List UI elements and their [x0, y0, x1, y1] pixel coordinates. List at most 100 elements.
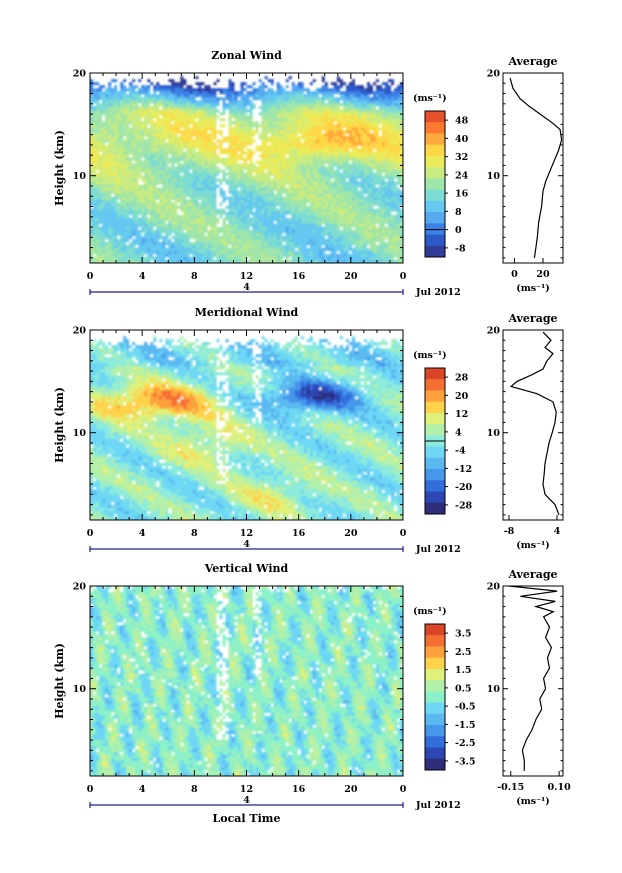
y-tick-label: 20	[73, 326, 87, 337]
average-profile: Average 10 20 -0.15 0.10 (ms⁻¹)	[487, 568, 571, 807]
colorbar-segment	[425, 502, 445, 515]
x-tick-label: 8	[191, 271, 198, 282]
x-tick-label: 12	[240, 271, 253, 282]
colorbar-tick-label: -4	[455, 446, 466, 457]
average-unit-label: (ms⁻¹)	[516, 796, 550, 807]
colorbar-tick-label: -12	[455, 464, 472, 475]
panel-3: Vertical Wind 0 4 8 12 16 20 0 10 20 Height (km) 4 J…	[53, 562, 571, 811]
average-y-tick-label: 20	[487, 582, 501, 593]
colorbar-segment	[425, 457, 445, 470]
colorbar-tick-label: 48	[455, 116, 469, 127]
colorbar-segment	[425, 401, 445, 414]
colorbar-tick-label: 1.5	[455, 665, 472, 676]
colorbar-segment	[425, 635, 445, 647]
colorbar-segment	[425, 155, 445, 168]
day-label: 4	[243, 282, 250, 293]
average-unit-label: (ms⁻¹)	[516, 540, 550, 551]
colorbar-tick-label: 4	[455, 427, 462, 438]
colorbar-segment	[425, 646, 445, 659]
colorbar-frame	[424, 623, 446, 771]
colorbar-tick-label: -8	[455, 243, 466, 254]
colorbar-segment	[425, 713, 445, 726]
average-y-tick-label: 20	[487, 326, 501, 337]
average-x-tick-label: -8	[504, 526, 515, 537]
colorbar-segment	[425, 691, 445, 704]
colorbar-tick-label: -20	[455, 482, 473, 493]
average-frame	[502, 72, 564, 264]
date-label: Jul 2012	[415, 544, 461, 555]
colorbar-segment	[425, 624, 445, 636]
colorbar-segment	[425, 668, 445, 681]
colorbar-tick-label: -3.5	[455, 756, 475, 767]
average-x-tick-label: -0.15	[497, 782, 524, 793]
colorbar-tick-label: 20	[455, 391, 469, 402]
colorbar-segment	[425, 491, 445, 504]
date-label: Jul 2012	[415, 800, 461, 811]
average-title: Average	[507, 55, 557, 68]
average-y-tick-label: 20	[487, 69, 501, 80]
colorbar-segment	[425, 144, 445, 157]
date-label: Jul 2012	[415, 287, 461, 298]
y-axis-label: Height (km)	[53, 643, 66, 719]
y-axis-label: Height (km)	[53, 130, 66, 206]
x-tick-label: 16	[292, 271, 306, 282]
y-tick-label: 20	[73, 69, 87, 80]
colorbar-segment	[425, 424, 445, 436]
panel-title: Meridional Wind	[195, 306, 299, 319]
colorbar-tick-label: 8	[455, 207, 462, 218]
colorbar-segment	[425, 167, 445, 179]
colorbar-segment	[425, 736, 445, 749]
colorbar-tick-label: 24	[455, 170, 469, 181]
colorbar-segment	[425, 747, 445, 760]
average-y-tick-label: 10	[487, 171, 501, 182]
x-axis-label: Local Time	[213, 812, 281, 825]
colorbar-segment	[425, 111, 445, 123]
x-tick-label: 16	[292, 784, 306, 795]
y-tick-label: 20	[73, 582, 87, 593]
colorbar-segment	[425, 390, 445, 403]
colorbar-segment	[425, 758, 445, 771]
y-tick-label: 10	[73, 428, 87, 439]
colorbar-tick-label: -0.5	[455, 702, 475, 713]
heatmap-field	[90, 73, 403, 263]
colorbar-segment	[425, 200, 445, 213]
x-tick-label: 0	[400, 528, 407, 539]
colorbar-segment	[425, 469, 445, 481]
average-profile: Average 10 20 0 20 (ms⁻¹)	[487, 55, 564, 294]
average-profile-line	[508, 585, 558, 771]
average-profile-line	[509, 331, 560, 516]
average-unit-label: (ms⁻¹)	[516, 283, 550, 294]
average-x-tick-label: 0	[511, 269, 518, 280]
colorbar-segment	[425, 122, 445, 134]
day-label: 4	[243, 539, 250, 550]
colorbar-unit: (ms⁻¹)	[413, 93, 447, 104]
x-tick-label: 20	[344, 784, 358, 795]
y-axis-label: Height (km)	[53, 387, 66, 463]
colorbar-tick-label: 16	[455, 189, 469, 200]
average-title: Average	[507, 312, 557, 325]
day-label: 4	[243, 795, 250, 806]
average-frame	[502, 585, 564, 777]
colorbar-segment	[425, 480, 445, 493]
average-profile: Average 10 20 -8 4 (ms⁻¹)	[487, 312, 564, 551]
y-tick-label: 10	[73, 171, 87, 182]
heatmap-field	[90, 330, 403, 520]
colorbar-tick-label: 0	[455, 225, 462, 236]
colorbar-unit: (ms⁻¹)	[413, 606, 447, 617]
colorbar-segment	[425, 189, 445, 202]
x-tick-label: 0	[87, 271, 94, 282]
colorbar-tick-label: 40	[455, 134, 469, 145]
average-x-tick-label: 4	[554, 526, 561, 537]
y-tick-label: 10	[73, 684, 87, 695]
average-x-tick-label: 0.10	[548, 782, 572, 793]
colorbar-tick-label: 2.5	[455, 647, 472, 658]
average-y-tick-label: 10	[487, 684, 501, 695]
colorbar-tick-label: 0.5	[455, 683, 472, 694]
x-tick-label: 8	[191, 528, 198, 539]
heatmap-field	[90, 586, 403, 776]
colorbar-frame	[424, 110, 446, 258]
x-tick-label: 0	[87, 528, 94, 539]
x-tick-label: 20	[344, 271, 358, 282]
colorbar-segment	[425, 657, 445, 670]
